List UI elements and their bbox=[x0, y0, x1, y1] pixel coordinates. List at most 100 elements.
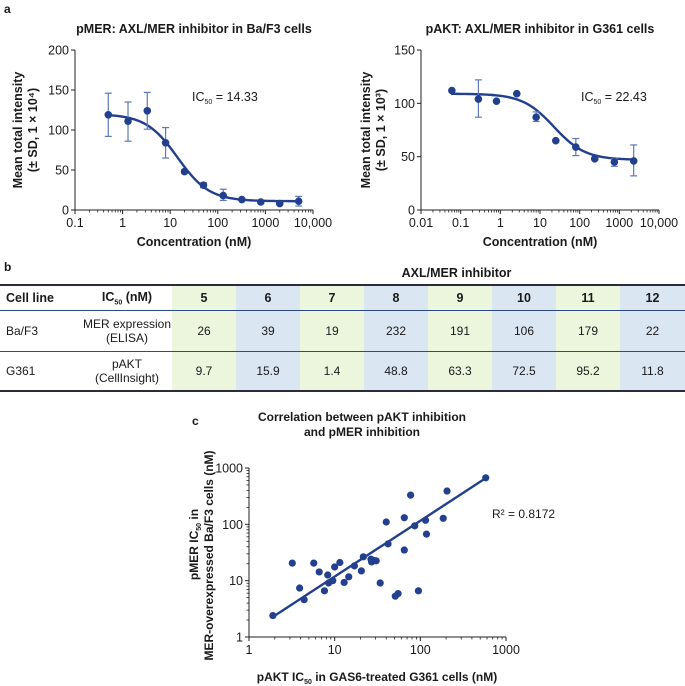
data-point bbox=[394, 589, 402, 598]
panel-label-b: b bbox=[4, 260, 12, 274]
assay-method: (ELISA) bbox=[105, 330, 148, 345]
data-point bbox=[324, 571, 332, 579]
x-tick-label: 10 bbox=[328, 643, 342, 657]
y-tick-label: 50 bbox=[55, 164, 69, 178]
data-point bbox=[161, 139, 170, 147]
y-tick-label: 1 bbox=[236, 631, 243, 645]
data-point bbox=[269, 611, 277, 620]
ic50-annotation: IC50 = 22.43 bbox=[581, 90, 647, 106]
x-tick-label: 1000 bbox=[251, 216, 279, 230]
x-tick-label: 1000 bbox=[492, 643, 520, 657]
header-compound-10: 10 bbox=[492, 285, 556, 310]
data-point bbox=[372, 557, 380, 565]
data-point bbox=[532, 113, 540, 121]
y-axis-label: Mean total intensity bbox=[11, 72, 25, 189]
y-axis-label: pMER IC50 in bbox=[187, 509, 203, 580]
x-tick-label: 1 bbox=[119, 216, 126, 230]
data-point bbox=[448, 86, 456, 95]
data-point bbox=[443, 487, 451, 495]
data-point bbox=[238, 195, 246, 204]
data-point bbox=[474, 95, 483, 103]
chart-title: pAKT: AXL/MER inhibitor in G361 cells bbox=[426, 22, 655, 36]
chart-title-line2: and pMER inhibition bbox=[304, 425, 420, 439]
value-cell: 48.8 bbox=[364, 351, 428, 391]
value-cell: 232 bbox=[364, 310, 428, 351]
header-ic50-label: IC bbox=[101, 289, 115, 304]
data-point bbox=[315, 568, 323, 576]
x-tick-label: 10,000 bbox=[640, 216, 678, 230]
chart-pakt: 0.01 0.1 1 10 100 1000 10,000 0 50 100 150 pAKT: AX… bbox=[359, 22, 678, 249]
value-cell: 9.7 bbox=[172, 351, 236, 391]
header-ic50: IC50 (nM) bbox=[82, 285, 172, 310]
assay-name: pAKT bbox=[111, 356, 142, 371]
regression-line bbox=[274, 477, 487, 617]
y-axis-label-line2: (± SD, 1 × 10³) bbox=[374, 89, 388, 171]
value-cell: 95.2 bbox=[556, 351, 620, 391]
header-ic50-unit: (nM) bbox=[122, 289, 153, 304]
x-tick-label: 1 bbox=[497, 216, 504, 230]
value-cell: 191 bbox=[428, 310, 492, 351]
value-cell: 179 bbox=[556, 310, 620, 351]
header-compound-9: 9 bbox=[428, 285, 492, 310]
cell-line: Ba/F3 bbox=[6, 323, 39, 338]
header-cell-line: Cell line bbox=[6, 290, 54, 305]
data-point bbox=[551, 136, 560, 145]
data-point bbox=[359, 553, 367, 561]
value-cell: 106 bbox=[492, 310, 556, 351]
header-ic50-sub: 50 bbox=[114, 299, 123, 306]
header-compound-6: 6 bbox=[236, 285, 300, 310]
table-row: G361 pAKT (CellInsight) 9.7 15.9 1.4 48.8… bbox=[0, 351, 685, 391]
header-compound-7: 7 bbox=[300, 285, 364, 310]
cell-line: G361 bbox=[6, 363, 36, 378]
y-axis-label-line2: (± SD, 1 × 10⁴) bbox=[26, 88, 40, 172]
data-point bbox=[629, 157, 638, 165]
data-point bbox=[590, 155, 599, 163]
y-tick-label: 200 bbox=[48, 44, 69, 58]
data-point bbox=[384, 540, 392, 548]
data-point bbox=[482, 474, 490, 482]
data-point bbox=[382, 518, 390, 526]
data-point bbox=[439, 514, 447, 522]
r-squared-annotation: R² = 0.8172 bbox=[492, 507, 555, 521]
value-cell: 11.8 bbox=[620, 351, 685, 391]
y-tick-label: 100 bbox=[48, 124, 69, 138]
y-axis-label: Mean total intensity bbox=[359, 72, 373, 189]
x-tick-label: 10 bbox=[533, 216, 547, 230]
assay: MER expression (ELISA) bbox=[82, 310, 172, 351]
table-row: Ba/F3 MER expression (ELISA) 26 39 19 232… bbox=[0, 310, 685, 351]
x-tick-label: 100 bbox=[569, 216, 590, 230]
data-point bbox=[300, 596, 308, 604]
ic50-table: Cell line IC50 (nM) 5 6 7 8 9 10 11 12 B… bbox=[0, 284, 685, 392]
data-point bbox=[331, 563, 339, 571]
y-tick-label: 150 bbox=[394, 44, 415, 58]
data-point bbox=[572, 143, 580, 151]
data-point bbox=[219, 191, 228, 200]
x-tick-label: 0.01 bbox=[409, 216, 433, 230]
header-compound-5: 5 bbox=[172, 285, 236, 310]
data-point bbox=[199, 181, 208, 189]
y-tick-label: 150 bbox=[48, 84, 69, 98]
data-point bbox=[104, 111, 113, 119]
chart-title: Correlation between pAKT inhibition bbox=[258, 410, 466, 424]
data-point bbox=[180, 167, 189, 176]
fit-curve bbox=[450, 92, 635, 161]
value-cell: 26 bbox=[172, 310, 236, 351]
data-point bbox=[329, 577, 337, 585]
data-point bbox=[400, 546, 408, 554]
ic50-annotation: IC50 = 14.33 bbox=[192, 90, 258, 106]
header-compound-11: 11 bbox=[556, 285, 620, 310]
data-point bbox=[350, 562, 359, 570]
value-cell: 22 bbox=[620, 310, 685, 351]
data-point bbox=[407, 491, 415, 499]
data-point bbox=[610, 158, 619, 166]
x-axis-label: Concentration (nM) bbox=[483, 235, 598, 249]
assay: pAKT (CellInsight) bbox=[82, 351, 172, 391]
data-point bbox=[275, 199, 284, 208]
data-point bbox=[512, 89, 521, 98]
table-header-row: Cell line IC50 (nM) 5 6 7 8 9 10 11 12 bbox=[0, 285, 685, 310]
value-cell: 63.3 bbox=[428, 351, 492, 391]
panel-label-c: c bbox=[192, 414, 199, 428]
value-cell: 19 bbox=[300, 310, 364, 351]
x-tick-label: 1000 bbox=[605, 216, 633, 230]
